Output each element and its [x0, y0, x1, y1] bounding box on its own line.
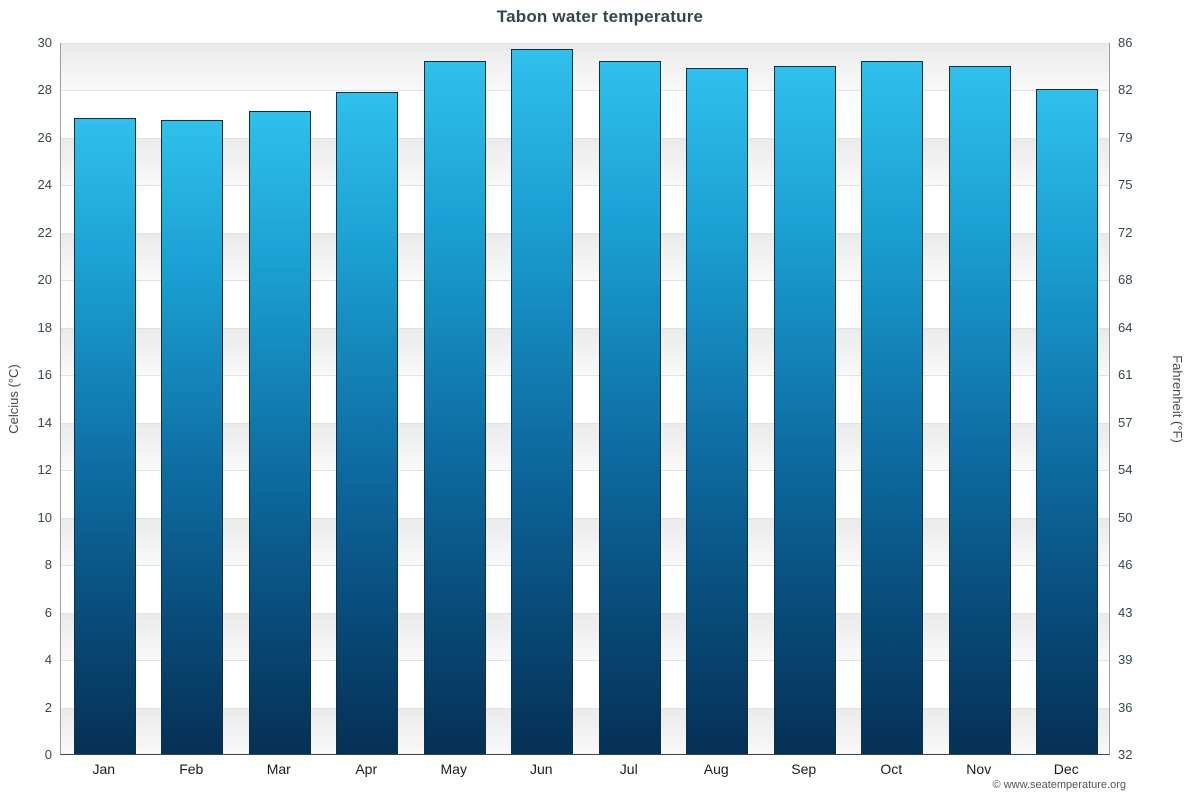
- x-axis-label-sep: Sep: [791, 761, 817, 777]
- bar-dec[interactable]: [1036, 89, 1099, 754]
- celsius-tick-label: 14: [37, 414, 52, 430]
- gridline: [61, 43, 1109, 44]
- background-band: [61, 232, 1109, 281]
- bar-feb[interactable]: [161, 120, 224, 754]
- fahrenheit-tick-label: 36: [1118, 699, 1133, 715]
- fahrenheit-tick-label: 86: [1118, 35, 1133, 50]
- gridline: [61, 660, 1109, 662]
- bar-apr[interactable]: [336, 91, 399, 754]
- x-axis-label-jan: Jan: [92, 761, 116, 777]
- x-axis-label-mar: Mar: [266, 761, 291, 777]
- background-band: [61, 707, 1109, 754]
- fahrenheit-tick-label: 82: [1118, 82, 1133, 98]
- gridline: [61, 137, 1109, 139]
- bar-sep[interactable]: [773, 65, 836, 754]
- celsius-tick-label: 4: [44, 652, 52, 668]
- background-band: [61, 43, 1109, 91]
- y-axis-label-fahrenheit: Fahrenheit (°F): [1170, 355, 1185, 443]
- fahrenheit-tick-label: 57: [1118, 414, 1133, 430]
- fahrenheit-tick-label: 64: [1118, 319, 1133, 335]
- x-axis-label-apr: Apr: [355, 761, 378, 777]
- fahrenheit-tick-label: 54: [1118, 462, 1133, 478]
- gridline: [61, 517, 1109, 519]
- copyright-text: © www.seatemperature.org: [992, 779, 1126, 791]
- bar-mar[interactable]: [248, 110, 311, 754]
- celsius-tick-label: 6: [44, 604, 52, 620]
- fahrenheit-tick-label: 39: [1118, 652, 1133, 668]
- gridline: [61, 707, 1109, 709]
- celsius-tick-label: 12: [37, 462, 52, 478]
- celsius-tick-label: 26: [37, 129, 52, 145]
- bar-jun[interactable]: [511, 49, 574, 754]
- x-axis-label-oct: Oct: [880, 761, 903, 777]
- gridline: [61, 90, 1109, 92]
- gridline: [61, 470, 1109, 472]
- x-axis-label-jun: Jun: [529, 761, 553, 777]
- background-band: [61, 612, 1109, 661]
- celsius-tick-label: 8: [44, 557, 52, 573]
- x-axis-label-may: May: [440, 761, 467, 777]
- gridline: [61, 327, 1109, 329]
- fahrenheit-tick-label: 72: [1118, 224, 1133, 240]
- bar-jul[interactable]: [598, 61, 661, 754]
- gridline: [61, 280, 1109, 282]
- fahrenheit-tick-label: 50: [1118, 509, 1133, 525]
- bar-aug[interactable]: [686, 68, 749, 754]
- fahrenheit-tick-label: 46: [1118, 557, 1133, 573]
- celsius-tick-label: 28: [37, 82, 52, 98]
- fahrenheit-tick-label: 32: [1118, 747, 1133, 762]
- gridline: [61, 232, 1109, 234]
- background-band: [61, 327, 1109, 376]
- background-band: [61, 517, 1109, 566]
- x-axis-label-aug: Aug: [703, 761, 729, 777]
- gridline: [61, 612, 1109, 614]
- celsius-tick-label: 0: [44, 747, 52, 762]
- bar-oct[interactable]: [861, 61, 924, 754]
- bar-jan[interactable]: [73, 117, 136, 754]
- gridline: [61, 185, 1109, 187]
- celsius-tick-label: 24: [37, 177, 52, 193]
- gridline: [61, 565, 1109, 567]
- celsius-tick-label: 22: [37, 224, 52, 240]
- celsius-tick-label: 2: [44, 699, 52, 715]
- celsius-tick-label: 16: [37, 367, 52, 383]
- bar-nov[interactable]: [948, 65, 1011, 754]
- y-axis-label-celsius: Celcius (°C): [6, 364, 21, 434]
- background-band: [61, 422, 1109, 471]
- x-axis-label-dec: Dec: [1053, 761, 1079, 777]
- celsius-tick-label: 20: [37, 272, 52, 288]
- fahrenheit-tick-label: 75: [1118, 177, 1133, 193]
- bar-may[interactable]: [423, 61, 486, 754]
- fahrenheit-tick-label: 61: [1118, 367, 1133, 383]
- x-axis-label-feb: Feb: [179, 761, 204, 777]
- celsius-tick-label: 18: [37, 319, 52, 335]
- fahrenheit-tick-label: 43: [1118, 604, 1133, 620]
- gridline: [61, 422, 1109, 424]
- background-band: [61, 137, 1109, 186]
- celsius-tick-label: 10: [37, 509, 52, 525]
- chart-title: Tabon water temperature: [496, 7, 704, 26]
- celsius-tick-label: 30: [37, 35, 52, 50]
- gridline: [61, 375, 1109, 377]
- x-axis-label-jul: Jul: [619, 761, 638, 777]
- x-axis-label-nov: Nov: [966, 761, 992, 777]
- fahrenheit-tick-label: 68: [1118, 272, 1133, 288]
- fahrenheit-tick-label: 79: [1118, 129, 1133, 145]
- plot-area: [60, 43, 1110, 755]
